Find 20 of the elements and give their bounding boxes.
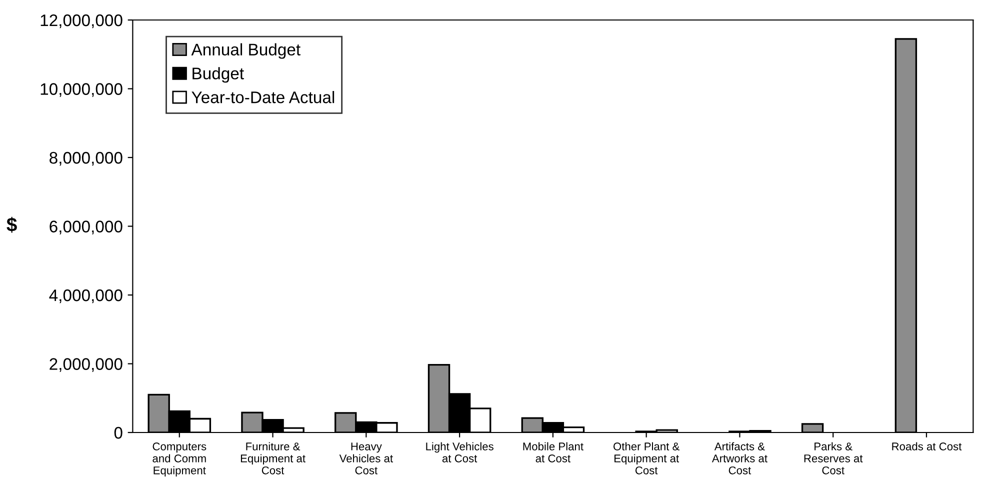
x-tick-label: Heavy Vehicles at Cost <box>339 442 393 474</box>
x-tick-label: Other Plant & Equipment at Cost <box>614 442 680 474</box>
y-tick-label: 6,000,000 <box>50 220 122 234</box>
x-tick-label: Artifacts & Artworks at Cost <box>712 442 768 474</box>
x-tick-label: Parks & Reserves at Cost <box>804 442 863 474</box>
y-tick-label: 2,000,000 <box>50 358 122 372</box>
legend-label: Budget <box>192 67 244 83</box>
legend-label: Annual Budget <box>191 43 300 59</box>
x-tick-label: Furniture & Equipment at Cost <box>240 442 306 474</box>
y-tick-label: 8,000,000 <box>50 152 122 166</box>
legend-label: Year-to-Date Actual <box>192 90 334 104</box>
y-axis-title: $ <box>6 216 17 233</box>
x-tick-label: Mobile Plant at Cost <box>523 442 584 462</box>
y-tick-label: 12,000,000 <box>40 14 122 28</box>
x-tick-label: Roads at Cost <box>892 442 962 450</box>
y-tick-label: 10,000,000 <box>40 83 122 97</box>
y-tick-label: 0 <box>114 426 122 439</box>
x-tick-label: Light Vehicles at Cost <box>426 442 494 462</box>
x-tick-label: Computers and Comm Equipment <box>152 442 206 477</box>
y-tick-label: 4,000,000 <box>49 289 122 304</box>
